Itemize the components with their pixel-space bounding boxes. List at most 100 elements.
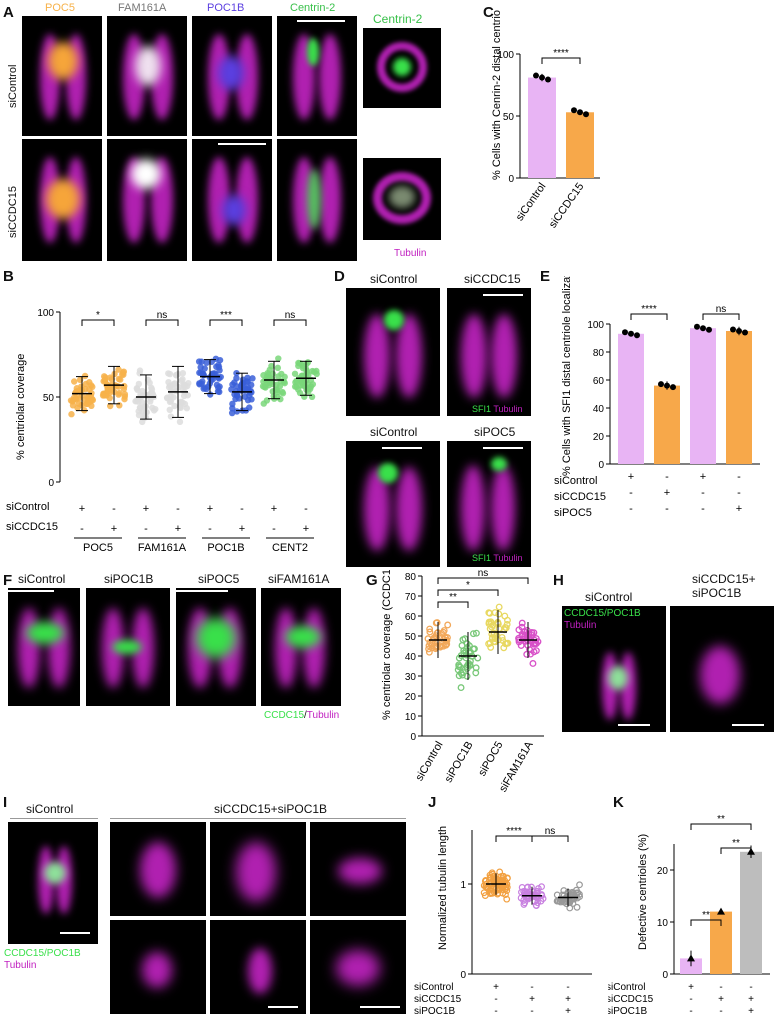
chart-j-point	[503, 895, 511, 903]
chart-c: % Cells with Cenrin-2 distal centriole l…	[491, 10, 600, 230]
chart-j-pm: -	[566, 982, 569, 993]
scale-bar	[382, 447, 422, 449]
chart-b: % centriolar coverage 0 50 100 + - - + + - - + + - - +…	[6, 308, 320, 554]
chart-b-point	[239, 376, 247, 383]
chart-g-point	[433, 629, 441, 637]
chart-j-ytick-label: 0	[460, 970, 466, 981]
chart-j-point	[496, 885, 504, 893]
chart-b-point	[277, 378, 284, 385]
chart-g-ytick-label: 0	[410, 732, 416, 743]
chart-e: % Cells with SFI1 distal centriole local…	[554, 276, 760, 519]
chart-g-bracket	[437, 577, 529, 584]
chart-e-bar	[726, 331, 752, 464]
h-stain2: Tubulin	[564, 620, 597, 631]
chart-j-sig: ns	[545, 826, 556, 837]
d-stain-legend-1: SFI1 Tubulin	[472, 404, 523, 414]
chart-g-point	[518, 619, 526, 627]
chart-k-pm: +	[718, 994, 724, 1005]
chart-b-point	[104, 385, 111, 392]
chart-b-point	[106, 402, 114, 410]
chart-b-sig: *	[96, 310, 100, 321]
panel-letter-d: D	[334, 268, 345, 285]
micrograph-i-treated-2	[210, 822, 306, 916]
chart-e-point	[664, 382, 670, 389]
chart-b-point	[179, 399, 186, 406]
micrograph-d-sicontrol-1	[346, 288, 440, 416]
chart-b-group: POC1B	[207, 542, 244, 554]
chart-g-point	[519, 632, 527, 640]
micrograph-d-sipoc5	[447, 441, 531, 567]
micrograph-f-sicontrol	[8, 588, 80, 706]
chart-b-point	[310, 368, 318, 376]
chart-e-point	[628, 330, 634, 337]
chart-b-point	[293, 383, 300, 390]
chart-g-point	[495, 610, 503, 618]
micrograph-d-siccdc15	[447, 288, 531, 416]
chart-b-group: FAM161A	[138, 542, 187, 554]
chart-k-pm: +	[748, 994, 754, 1005]
chart-b-pm2: +	[175, 523, 181, 535]
chart-b-point	[87, 392, 95, 400]
chart-b-point	[266, 366, 273, 374]
micrograph-i-treated-5	[210, 920, 306, 1014]
chart-j-point	[485, 877, 493, 884]
micrograph-h-siccdc15-sipoc1b	[670, 606, 774, 732]
panel-letter-a: A	[3, 4, 14, 21]
micrograph-a-centrin2-ccdc15	[277, 139, 357, 261]
chart-b-point	[152, 405, 159, 413]
chart-e-sig: ns	[716, 304, 727, 315]
chart-b-pm1: -	[112, 503, 116, 515]
chart-b-point	[87, 397, 94, 405]
panel-letter-c: C	[483, 4, 494, 21]
chart-j-point	[553, 891, 561, 899]
chart-e-bracket	[630, 313, 668, 320]
chart-g-sig: **	[449, 592, 457, 603]
chart-e-point	[694, 323, 700, 330]
chart-b-point	[241, 387, 249, 394]
chart-e-pm: -	[665, 471, 669, 483]
chart-b-point	[248, 381, 255, 389]
chart-g-point	[463, 672, 471, 680]
chart-b-ylabel: % centriolar coverage	[15, 354, 27, 460]
chart-b-point	[176, 418, 184, 426]
chart-b-point	[107, 374, 114, 381]
chart-g-point	[444, 621, 452, 629]
scale-bar	[176, 590, 228, 592]
chart-b-point	[295, 362, 302, 370]
micrograph-f-sifam161a	[261, 588, 341, 706]
panel-letter-k: K	[613, 794, 624, 811]
chart-b-point	[69, 398, 76, 405]
chart-k-ytick-label: 0	[662, 970, 668, 981]
chart-c-category: siCCDC15	[547, 181, 587, 230]
chart-e-ytick-label: 0	[598, 460, 604, 471]
chart-b-point	[115, 366, 122, 373]
chart-b-point	[116, 402, 123, 409]
chart-g-sig: ns	[478, 570, 489, 579]
chart-b-point	[281, 373, 288, 381]
chart-b-point	[115, 383, 122, 390]
chart-b-point	[106, 394, 113, 402]
micrograph-a-fam161a-control	[107, 16, 187, 136]
chart-e-bar	[654, 385, 680, 464]
header-fam161a: FAM161A	[118, 2, 167, 14]
chart-b-pm1: -	[304, 503, 308, 515]
chart-b-point	[135, 398, 142, 405]
chart-b-pm1: +	[79, 503, 85, 515]
chart-g-point	[520, 628, 528, 635]
i-divider-control	[10, 818, 98, 819]
chart-e-ylabel: % Cells with SFI1 distal centriole local…	[561, 276, 573, 476]
d-label-siccdc15: siCCDC15	[464, 272, 521, 286]
chart-c-point	[545, 76, 551, 83]
chart-b-point	[229, 405, 236, 412]
chart-e-point	[736, 328, 742, 334]
chart-b-point	[121, 391, 129, 398]
chart-b-point	[228, 386, 235, 393]
chart-c-bar	[528, 77, 556, 178]
chart-e-sig: ****	[641, 304, 657, 315]
chart-b-point	[214, 388, 222, 395]
chart-j-rowlabel: siPOC1B	[414, 1006, 455, 1017]
scale-bar	[60, 932, 90, 934]
chart-g-point	[432, 619, 440, 627]
chart-c-point	[533, 72, 539, 79]
chart-g-point	[456, 663, 464, 671]
